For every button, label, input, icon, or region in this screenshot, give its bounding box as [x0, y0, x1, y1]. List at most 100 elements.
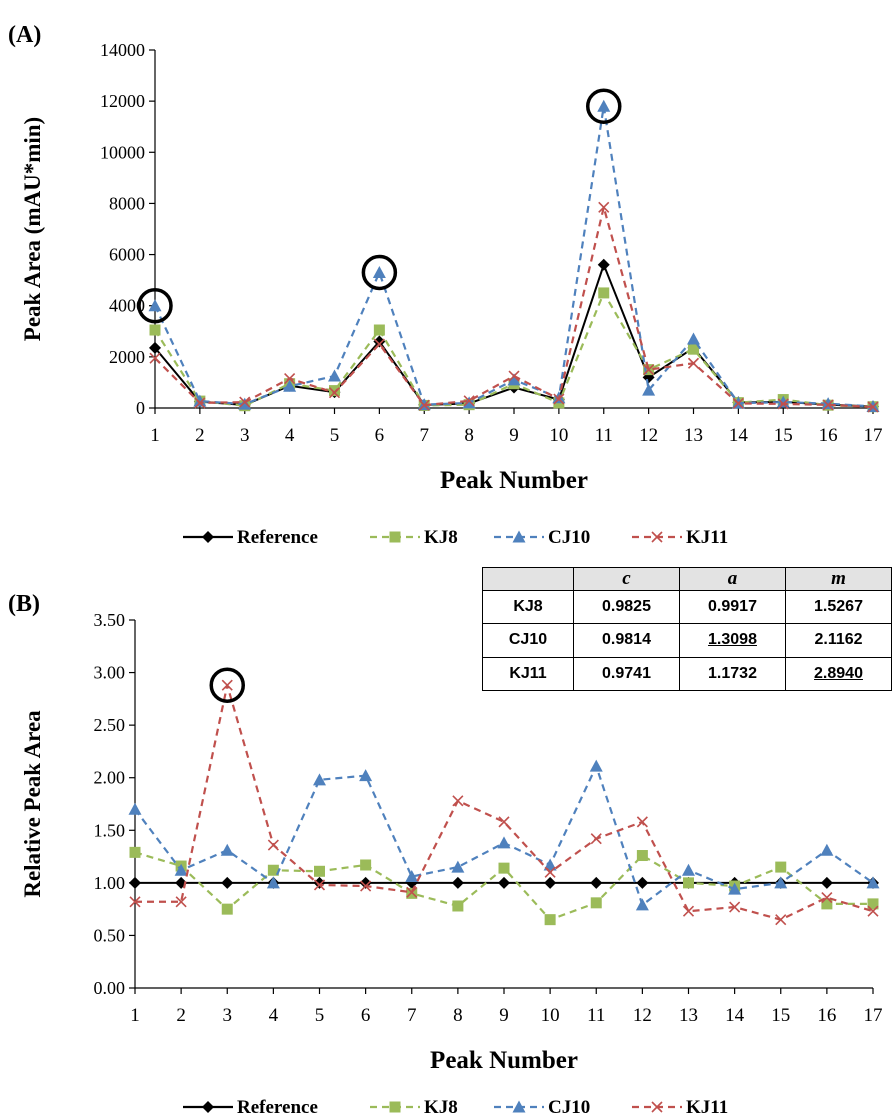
point-reference-1 — [149, 341, 161, 354]
point-cj10-6 — [359, 769, 373, 782]
table-cell: 1.1732 — [679, 656, 786, 692]
point-kj11-10 — [553, 393, 565, 405]
point-cj10-9 — [507, 373, 521, 386]
point-reference-12 — [636, 876, 649, 889]
point-kj8-13 — [688, 343, 699, 355]
y-tick-label: 10000 — [100, 142, 145, 162]
x-tick-label: 3 — [240, 425, 250, 446]
point-reference-16 — [820, 876, 833, 889]
table-row: KJ11 0.9741 1.1732 2.8940 — [482, 656, 892, 692]
y-tick-label: 0.00 — [94, 978, 126, 998]
x-tick-label: 9 — [499, 1005, 509, 1026]
legend-marker-cj10 — [512, 530, 526, 543]
point-kj11-16 — [822, 399, 834, 411]
x-tick-label: 6 — [361, 1005, 371, 1026]
point-kj8-10 — [544, 914, 556, 926]
point-kj8-9 — [498, 862, 510, 874]
point-kj11-14 — [729, 901, 741, 913]
x-tick-label: 15 — [771, 1005, 790, 1026]
point-kj11-9 — [508, 370, 520, 382]
point-reference-10 — [544, 876, 557, 889]
x-tick-label: 14 — [729, 425, 749, 446]
legend-label-kj8: KJ8 — [424, 527, 458, 548]
legend-label-reference: Reference — [237, 527, 318, 548]
point-kj11-10 — [544, 866, 556, 878]
point-kj11-8 — [463, 395, 475, 407]
point-cj10-4 — [266, 876, 280, 889]
x-tick-label: 1 — [150, 425, 160, 446]
series-kj11 — [129, 679, 879, 926]
legend-marker-kj8 — [389, 531, 401, 543]
point-kj8-3 — [221, 903, 233, 915]
point-cj10-16 — [820, 843, 834, 856]
point-kj11-9 — [498, 816, 510, 828]
point-kj11-5 — [328, 387, 341, 399]
legend-marker-reference — [202, 1101, 214, 1113]
y-tick-label: 12000 — [100, 91, 145, 111]
point-kj8-6 — [360, 859, 372, 871]
point-cj10-1 — [128, 802, 142, 815]
point-kj11-1 — [129, 896, 141, 908]
highlight-circle — [209, 667, 245, 703]
point-kj11-7 — [406, 886, 418, 898]
point-cj10-1 — [148, 299, 162, 312]
y-axis-label: Peak Area (mAU*min) — [20, 117, 45, 341]
point-kj11-13 — [682, 905, 695, 917]
table-header-blank — [482, 567, 574, 591]
point-kj11-3 — [221, 679, 233, 691]
point-kj8-6 — [373, 324, 385, 336]
table-row: CJ10 0.9814 1.3098 2.1162 — [482, 623, 892, 658]
x-tick-label: 4 — [269, 1005, 279, 1026]
point-cj10-17 — [866, 876, 880, 889]
point-kj11-15 — [775, 914, 787, 926]
y-tick-label: 1.50 — [94, 820, 126, 840]
point-kj11-14 — [732, 397, 744, 409]
table-cell: 1.5267 — [785, 589, 892, 625]
y-axis-label: Relative Peak Area — [20, 710, 45, 898]
point-kj11-5 — [313, 879, 326, 891]
highlight-circle — [586, 88, 622, 125]
x-tick-label: 12 — [633, 1005, 652, 1026]
x-tick-label: 8 — [453, 1005, 463, 1026]
table-cell: 0.9814 — [573, 623, 680, 658]
point-kj8-8 — [452, 900, 464, 912]
point-kj8-4 — [267, 864, 279, 876]
point-kj11-12 — [643, 364, 655, 376]
point-kj8-1 — [129, 846, 141, 858]
point-cj10-8 — [462, 396, 476, 409]
table-cell: 0.9825 — [573, 589, 680, 625]
point-cj10-5 — [328, 369, 341, 382]
x-tick-label: 3 — [223, 1005, 233, 1026]
point-kj8-13 — [683, 877, 694, 889]
point-reference-6 — [373, 335, 386, 348]
y-tick-label: 2000 — [109, 347, 145, 367]
point-kj8-15 — [775, 861, 787, 873]
table-row-name: KJ8 — [482, 589, 574, 625]
series-line-kj11 — [135, 684, 874, 921]
x-tick-label: 9 — [509, 425, 519, 446]
point-cj10-13 — [687, 332, 700, 345]
series-reference — [149, 258, 879, 413]
x-tick-label: 11 — [595, 425, 613, 446]
legend-label-reference: Reference — [237, 1097, 318, 1118]
point-kj11-7 — [418, 399, 430, 411]
point-cj10-5 — [313, 773, 326, 786]
x-tick-label: 8 — [464, 425, 474, 446]
point-kj8-11 — [598, 287, 610, 299]
point-kj11-17 — [867, 905, 879, 917]
table-row: KJ8 0.9825 0.9917 1.5267 — [482, 589, 892, 625]
chart-b: 0.000.501.001.502.002.503.003.501 2 3 4 5 6 7 8… — [8, 591, 883, 1118]
x-tick-label: 12 — [639, 425, 658, 446]
x-tick-label: 4 — [285, 425, 295, 446]
series-line-cj10 — [154, 106, 874, 408]
point-cj10-12 — [642, 383, 656, 396]
highlight-circle — [137, 287, 173, 324]
x-tick-label: 6 — [375, 425, 385, 446]
legend-label-kj8: KJ8 — [424, 1097, 458, 1118]
point-kj11-17 — [867, 401, 879, 413]
point-kj11-11 — [598, 201, 610, 213]
point-kj8-5 — [329, 385, 340, 397]
table-header-c: c — [573, 567, 680, 591]
table-row-name: KJ11 — [482, 656, 574, 692]
